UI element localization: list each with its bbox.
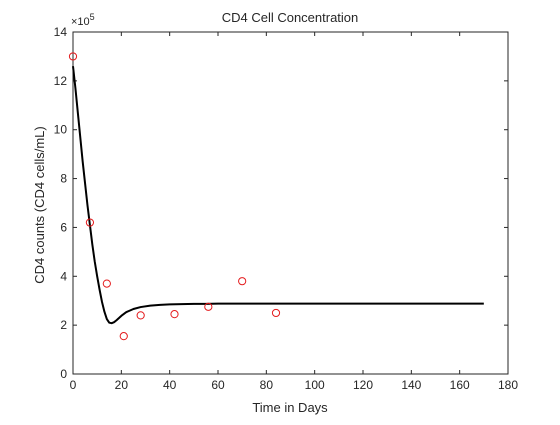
x-tick-label: 0 bbox=[70, 378, 77, 392]
data-point bbox=[238, 277, 247, 286]
model-curve bbox=[72, 66, 484, 325]
plot-frame bbox=[72, 31, 509, 375]
y-tick-label: 12 bbox=[54, 74, 68, 88]
x-tick-label: 40 bbox=[163, 378, 177, 392]
data-point bbox=[136, 311, 145, 320]
y-tick-label: 2 bbox=[60, 318, 67, 332]
y-exponent-power: 5 bbox=[90, 12, 95, 22]
data-point bbox=[102, 279, 111, 288]
y-tick-label: 8 bbox=[60, 172, 67, 186]
data-point bbox=[170, 310, 179, 319]
chart-title: CD4 Cell Concentration bbox=[222, 10, 359, 25]
label-layer: CD4 Cell Concentration Time in Days CD4 … bbox=[32, 10, 358, 415]
y-tick-label: 10 bbox=[54, 123, 68, 137]
x-tick-label: 180 bbox=[498, 378, 518, 392]
x-tick-label: 120 bbox=[353, 378, 373, 392]
y-tick-label: 6 bbox=[60, 220, 67, 234]
data-layer bbox=[68, 52, 484, 341]
data-point bbox=[119, 332, 128, 341]
axes-layer: 0 20 40 60 80 100 120 140 160 180 0 2 4 6 8 10 12 14 bbox=[54, 25, 519, 392]
y-exponent-label: ×105 bbox=[71, 12, 95, 28]
x-tick-label: 20 bbox=[115, 378, 129, 392]
y-tick-label: 4 bbox=[60, 269, 67, 283]
x-axis-label: Time in Days bbox=[252, 400, 328, 415]
x-tick-label: 140 bbox=[401, 378, 421, 392]
data-point bbox=[271, 308, 281, 318]
y-axis-label: CD4 counts (CD4 cells/mL) bbox=[32, 126, 47, 284]
data-point bbox=[85, 218, 95, 227]
x-tick-label: 160 bbox=[450, 378, 470, 392]
x-tick-label: 100 bbox=[305, 378, 325, 392]
y-tick-label: 0 bbox=[60, 367, 67, 381]
y-exponent-base: ×10 bbox=[71, 16, 90, 28]
x-tick-label: 80 bbox=[260, 378, 274, 392]
x-tick-label: 60 bbox=[211, 378, 225, 392]
data-point bbox=[204, 302, 213, 311]
y-tick-label: 14 bbox=[54, 25, 68, 39]
data-point bbox=[68, 52, 78, 61]
